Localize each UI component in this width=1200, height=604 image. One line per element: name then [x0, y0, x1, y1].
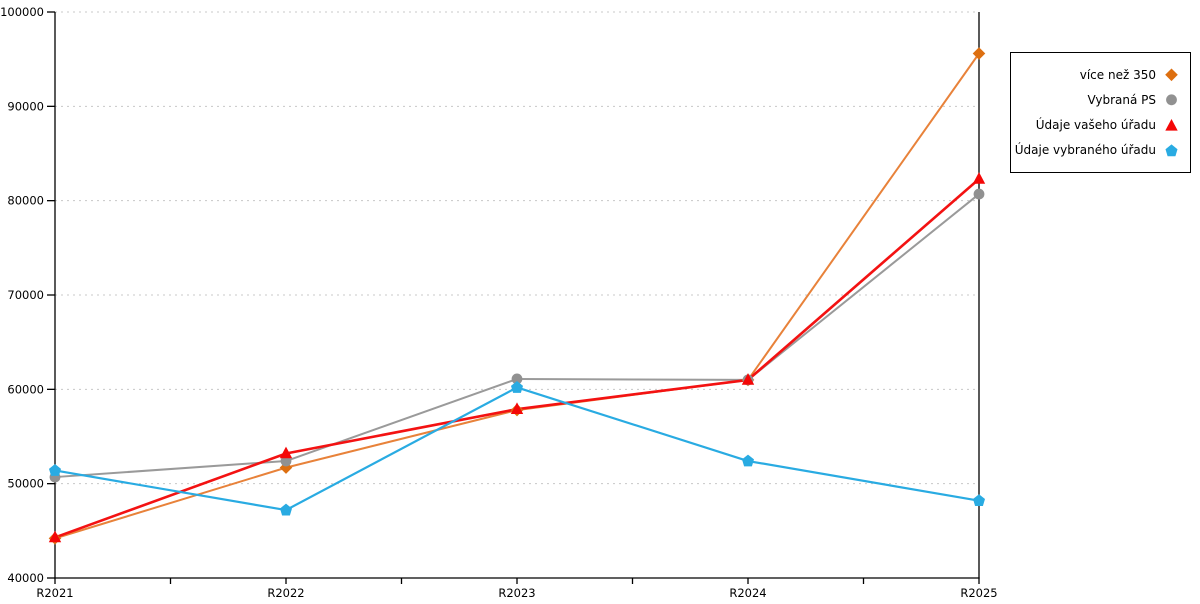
diamond-marker — [972, 47, 986, 60]
y-axis-label: 70000 — [7, 288, 44, 302]
x-axis-label: R2022 — [267, 586, 304, 600]
pentagon-marker — [511, 381, 523, 393]
y-axis-label: 60000 — [7, 382, 44, 396]
diamond-icon — [1165, 68, 1178, 82]
pentagon-marker — [280, 503, 292, 516]
legend-label: Údaje vybraného úřadu — [1014, 143, 1156, 158]
x-axis-label: R2024 — [729, 586, 766, 600]
y-axis-label: 100000 — [0, 5, 44, 19]
series-line-1 — [54, 52, 980, 540]
legend-item: více než 350 — [1080, 67, 1180, 82]
diamond-glyph — [1165, 68, 1178, 82]
y-axis-label: 90000 — [7, 99, 44, 113]
circle-icon — [1166, 94, 1177, 106]
diamond-marker — [279, 461, 293, 474]
circle-glyph — [1166, 94, 1177, 106]
pentagon-icon — [1165, 144, 1178, 156]
legend-label: Údaje vašeho úřadu — [1035, 118, 1156, 133]
legend-item: Údaje vybraného úřadu — [1015, 143, 1180, 158]
triangle-up-icon — [1165, 118, 1178, 131]
pentagon-marker — [973, 494, 985, 507]
chart-legend: více než 350 Vybraná PS Údaje vašeho úřa… — [1010, 52, 1191, 173]
series-line-2 — [54, 193, 980, 479]
circle-marker — [511, 373, 523, 385]
y-axis-label: 50000 — [7, 477, 44, 491]
triangle-marker — [279, 446, 293, 459]
legend-item: Vybraná PS — [1087, 92, 1180, 107]
legend-item: Údaje vašeho úřadu — [1036, 118, 1180, 133]
legend-label: Vybraná PS — [1087, 92, 1156, 107]
pentagon-marker — [49, 464, 61, 476]
y-axis-label: 80000 — [7, 194, 44, 208]
pentagon-glyph — [1165, 144, 1178, 156]
circle-marker — [280, 455, 292, 467]
triangle-marker — [741, 373, 755, 385]
x-axis-label: R2021 — [36, 586, 73, 600]
triangle-marker — [48, 530, 62, 543]
triangle-marker — [972, 172, 986, 184]
circle-marker — [973, 188, 985, 200]
y-axis-label: 40000 — [7, 571, 44, 585]
pentagon-marker — [742, 454, 754, 467]
triangle-marker — [510, 402, 524, 414]
x-axis-label: R2025 — [960, 586, 997, 600]
x-axis-label: R2023 — [498, 586, 535, 600]
triangle-up-glyph — [1165, 118, 1178, 131]
legend-label: více než 350 — [1079, 67, 1156, 82]
